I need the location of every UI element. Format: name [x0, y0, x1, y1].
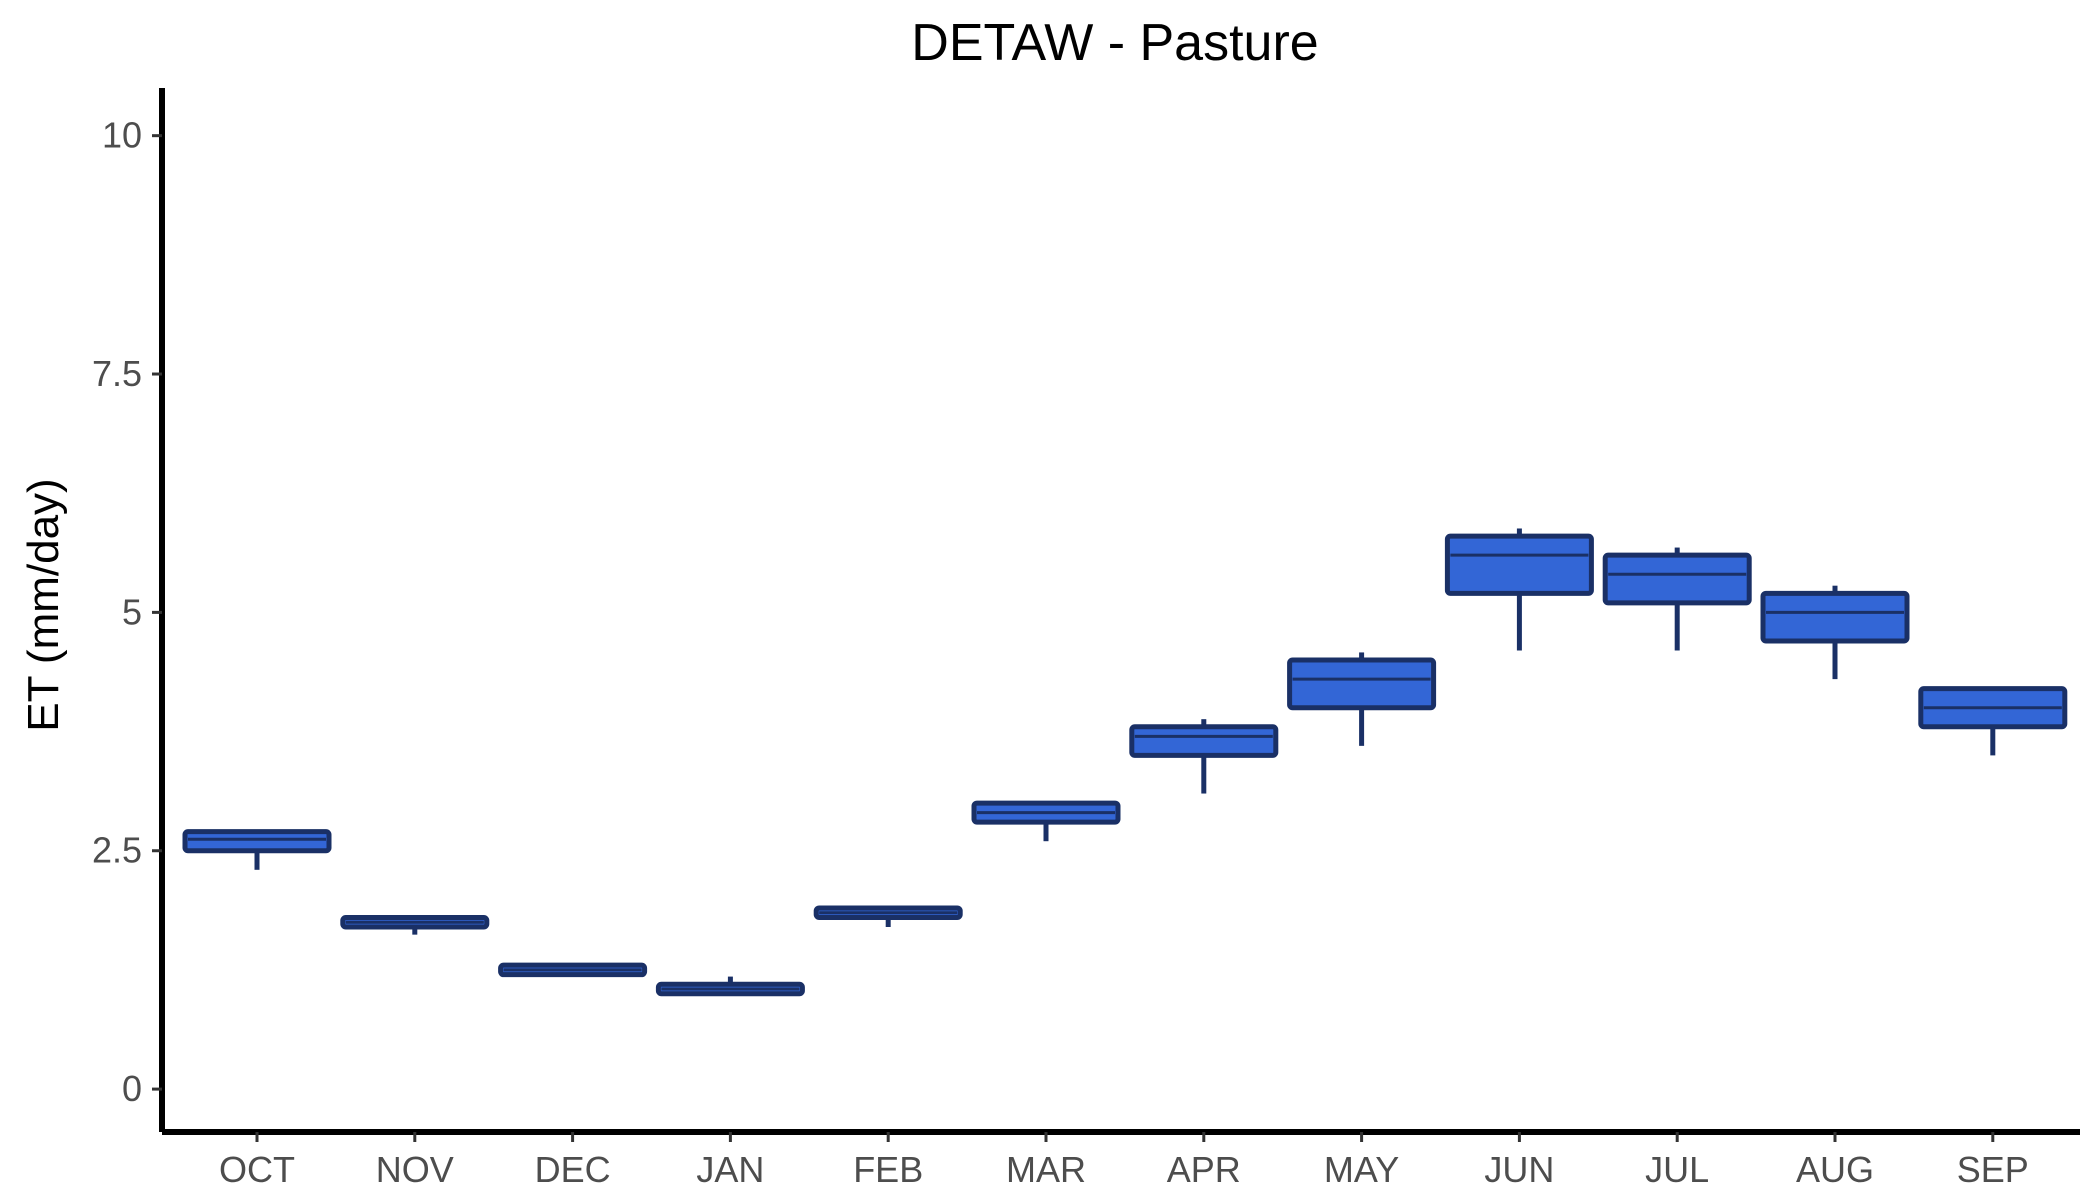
x-tick-label: MAR — [1006, 1149, 1086, 1190]
chart-title: DETAW - Pasture — [911, 14, 1318, 72]
x-tick-label: MAY — [1324, 1149, 1399, 1190]
x-tick-label: JAN — [696, 1149, 764, 1190]
y-tick-label: 10 — [102, 115, 142, 156]
y-tick-label: 0 — [122, 1068, 142, 1109]
x-tick-label: NOV — [376, 1149, 454, 1190]
x-tick-label: AUG — [1796, 1149, 1874, 1190]
y-tick-label: 2.5 — [92, 830, 142, 871]
box-apr — [1129, 724, 1279, 758]
x-tick-label: OCT — [219, 1149, 295, 1190]
x-tick-label: SEP — [1957, 1149, 2029, 1190]
box-may — [1287, 657, 1437, 711]
y-tick-label: 5 — [122, 591, 142, 632]
x-tick-label: JUN — [1484, 1149, 1554, 1190]
box-aug — [1760, 590, 1910, 644]
box-oct — [182, 829, 332, 854]
y-tick-label: 7.5 — [92, 353, 142, 394]
x-tick-label: APR — [1167, 1149, 1241, 1190]
x-tick-label: JUL — [1645, 1149, 1709, 1190]
y-axis-label: ET (mm/day) — [19, 478, 68, 731]
box-jun — [1444, 533, 1594, 596]
x-tick-label: FEB — [853, 1149, 923, 1190]
box-jul — [1602, 552, 1752, 606]
x-tick-label: DEC — [535, 1149, 611, 1190]
plot-area: 0 2.5 5 7.5 10 OCT NOV DEC JAN FEB MAR APR MAY JUN JUL… — [92, 88, 2080, 1190]
